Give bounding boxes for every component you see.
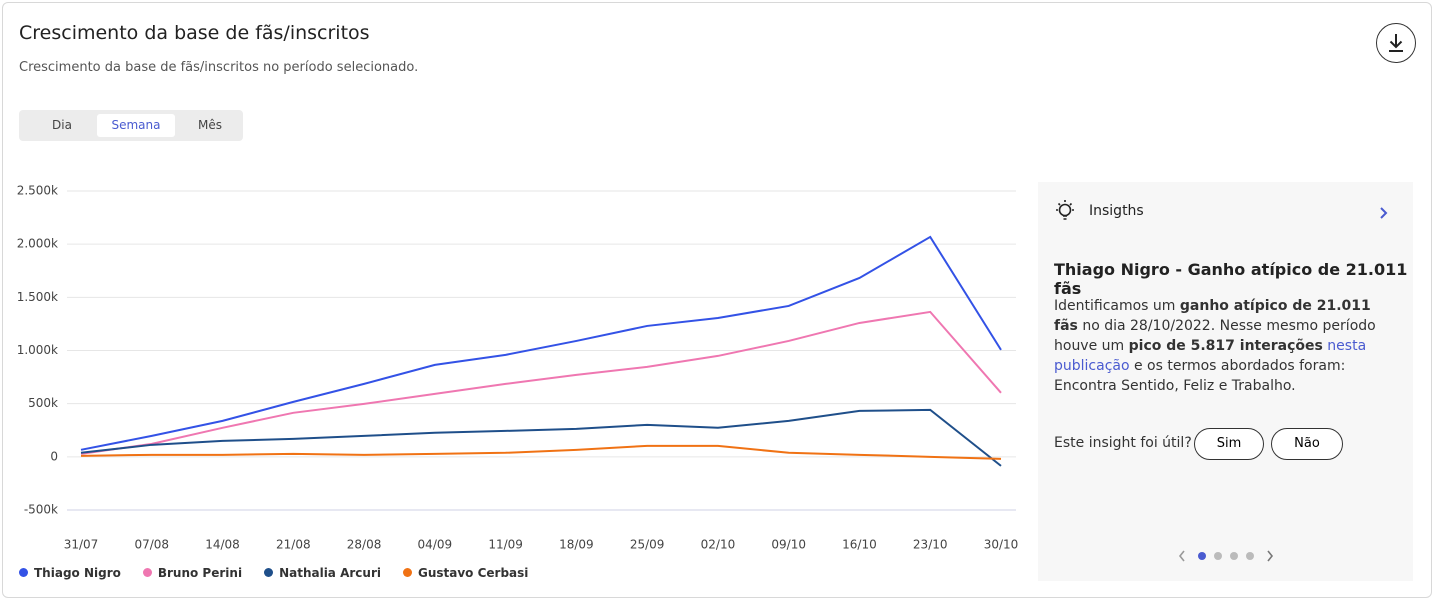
legend-item: Nathalia Arcuri xyxy=(264,566,381,580)
y-tick-label: 500k xyxy=(28,396,58,410)
legend-label: Nathalia Arcuri xyxy=(279,566,381,580)
legend-label: Gustavo Cerbasi xyxy=(417,566,529,580)
legend-item: Gustavo Cerbasi xyxy=(402,566,529,580)
legend-dot xyxy=(264,568,274,577)
x-tick-label: 02/10 xyxy=(701,538,736,552)
tab[interactable]: Dia xyxy=(52,118,72,132)
download-button[interactable] xyxy=(1376,23,1416,63)
next-arrow[interactable] xyxy=(1378,206,1390,220)
legend-dot xyxy=(142,568,152,577)
line xyxy=(80,310,1002,455)
x-tick-label: 31/07 xyxy=(64,538,99,552)
x-tick-label: 16/10 xyxy=(842,538,877,552)
text: pico de 5.817 interações xyxy=(1128,338,1323,354)
x-tick-label: 04/09 xyxy=(418,538,453,552)
x-tick-label: 11/09 xyxy=(488,538,523,552)
line xyxy=(80,235,1002,451)
y-tick-label: -500k xyxy=(24,503,58,517)
x-tick-label: 14/08 xyxy=(205,538,240,552)
link[interactable]: nesta publicação xyxy=(1054,338,1367,374)
title: Crescimento da base de fãs/inscritos xyxy=(19,22,370,44)
x-tick-label: 21/08 xyxy=(276,538,311,552)
insight-text: Identificamos um ganho atípico de 21.011… xyxy=(1054,296,1399,396)
text: no dia 28/10/2022. Nesse mesmo período h… xyxy=(1054,318,1376,354)
x-tick-label: 09/10 xyxy=(771,538,806,552)
no-button[interactable]: Não xyxy=(1271,428,1343,460)
insight-title: Thiago Nigro - Ganho atípico de 21.011 f… xyxy=(1054,260,1408,298)
legend-item: Thiago Nigro xyxy=(19,566,121,580)
legend: Thiago Nigro Bruno Perini Nathalia Arcuri G… xyxy=(19,566,528,580)
legend-label: Bruno Perini xyxy=(157,566,243,580)
legend-item: Bruno Perini xyxy=(142,566,243,580)
legend-label: Thiago Nigro xyxy=(34,566,121,580)
x-tick-label: 07/08 xyxy=(134,538,169,552)
insight-panel: Insigths Thiago Nigro - Ganho atípico de… xyxy=(1038,182,1413,581)
y-tick-label: 1.500k xyxy=(17,290,58,304)
x-tick-label: 18/09 xyxy=(559,538,594,552)
x-tick-label: 30/10 xyxy=(984,538,1019,552)
text: Identificamos um xyxy=(1054,298,1180,314)
x-tick-label: 23/10 xyxy=(913,538,948,552)
x-tick-label: 28/08 xyxy=(347,538,382,552)
download-icon xyxy=(1389,34,1403,52)
tab[interactable]: Semana xyxy=(97,114,175,137)
legend-dot xyxy=(402,568,412,577)
text: e os termos abordados foram: Encontra Se… xyxy=(1054,358,1346,394)
y-tick-label: 0 xyxy=(50,449,58,463)
pager xyxy=(1178,550,1274,562)
feedback-question: Este insight foi útil? xyxy=(1054,435,1192,451)
line xyxy=(80,444,1002,460)
legend-dot xyxy=(19,568,28,577)
y-tick-label: 2.500k xyxy=(17,184,58,198)
subtitle: Crescimento da base de fãs/inscritos no … xyxy=(19,60,419,75)
insight-heading: Insigths xyxy=(1089,203,1144,219)
chart: -500k 0 500k 1.000k 1.500k 2.000k 2.500k 31/07 0… xyxy=(17,184,1019,552)
y-tick-label: 2.000k xyxy=(17,237,58,251)
tab[interactable]: Mês xyxy=(198,118,222,132)
x-tick-label: 25/09 xyxy=(630,538,665,552)
y-tick-label: 1.000k xyxy=(17,343,58,357)
tab-bar: Dia Semana Mês xyxy=(19,110,243,141)
yes-button[interactable]: Sim xyxy=(1194,428,1264,460)
text: ganho atípico de 21.011 fãs xyxy=(1054,298,1371,334)
bulb-icon xyxy=(1056,200,1074,220)
line xyxy=(80,408,1002,467)
